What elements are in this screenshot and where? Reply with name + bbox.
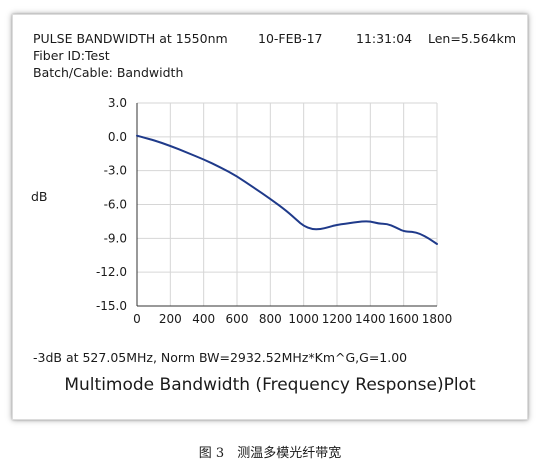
x-tick-label: 1200	[322, 312, 353, 326]
y-tick-label: -6.0	[104, 198, 127, 212]
fiber-id: Fiber ID:Test	[33, 48, 110, 63]
y-tick-label: -12.0	[96, 265, 127, 279]
x-tick-label: 1600	[388, 312, 419, 326]
measurement-title: PULSE BANDWIDTH at 1550nm	[33, 31, 228, 46]
response-line	[136, 134, 438, 245]
figure-caption: 图 3 测温多模光纤带宽	[198, 446, 342, 461]
fiber-length: Len=5.564km	[428, 31, 517, 46]
x-tick-label: 1000	[288, 312, 319, 326]
plot-title: Multimode Bandwidth (Frequency Response)…	[64, 375, 476, 395]
y-tick-label: -3.0	[104, 164, 127, 178]
x-tick-label: 1800	[422, 312, 453, 326]
plot-frame: PULSE BANDWIDTH at 1550nm 10-FEB-17 11:3…	[12, 14, 528, 420]
measurement-time: 11:31:04	[356, 31, 413, 46]
y-tick-label: 0.0	[108, 130, 127, 144]
y-tick-label: 3.0	[108, 96, 127, 110]
y-tick-label: -15.0	[96, 299, 127, 313]
y-tick-label: -9.0	[104, 231, 127, 245]
x-tick-label: 600	[226, 312, 249, 326]
x-tick-label: 800	[259, 312, 282, 326]
x-tick-label: 0	[133, 312, 141, 326]
bandwidth-note: -3dB at 527.05MHz, Norm BW=2932.52MHz*Km…	[33, 350, 408, 365]
measurement-date: 10-FEB-17	[258, 31, 323, 46]
x-tick-label: 1400	[355, 312, 386, 326]
batch-cable: Batch/Cable: Bandwidth	[33, 65, 184, 80]
y-axis-label: dB	[31, 189, 48, 204]
frequency-response-chart: 0 200 400 600 800 1000 1200 1400 1600 1800 3.0 0.0 -…	[96, 96, 453, 326]
x-tick-label: 400	[192, 312, 215, 326]
x-tick-label: 200	[159, 312, 182, 326]
